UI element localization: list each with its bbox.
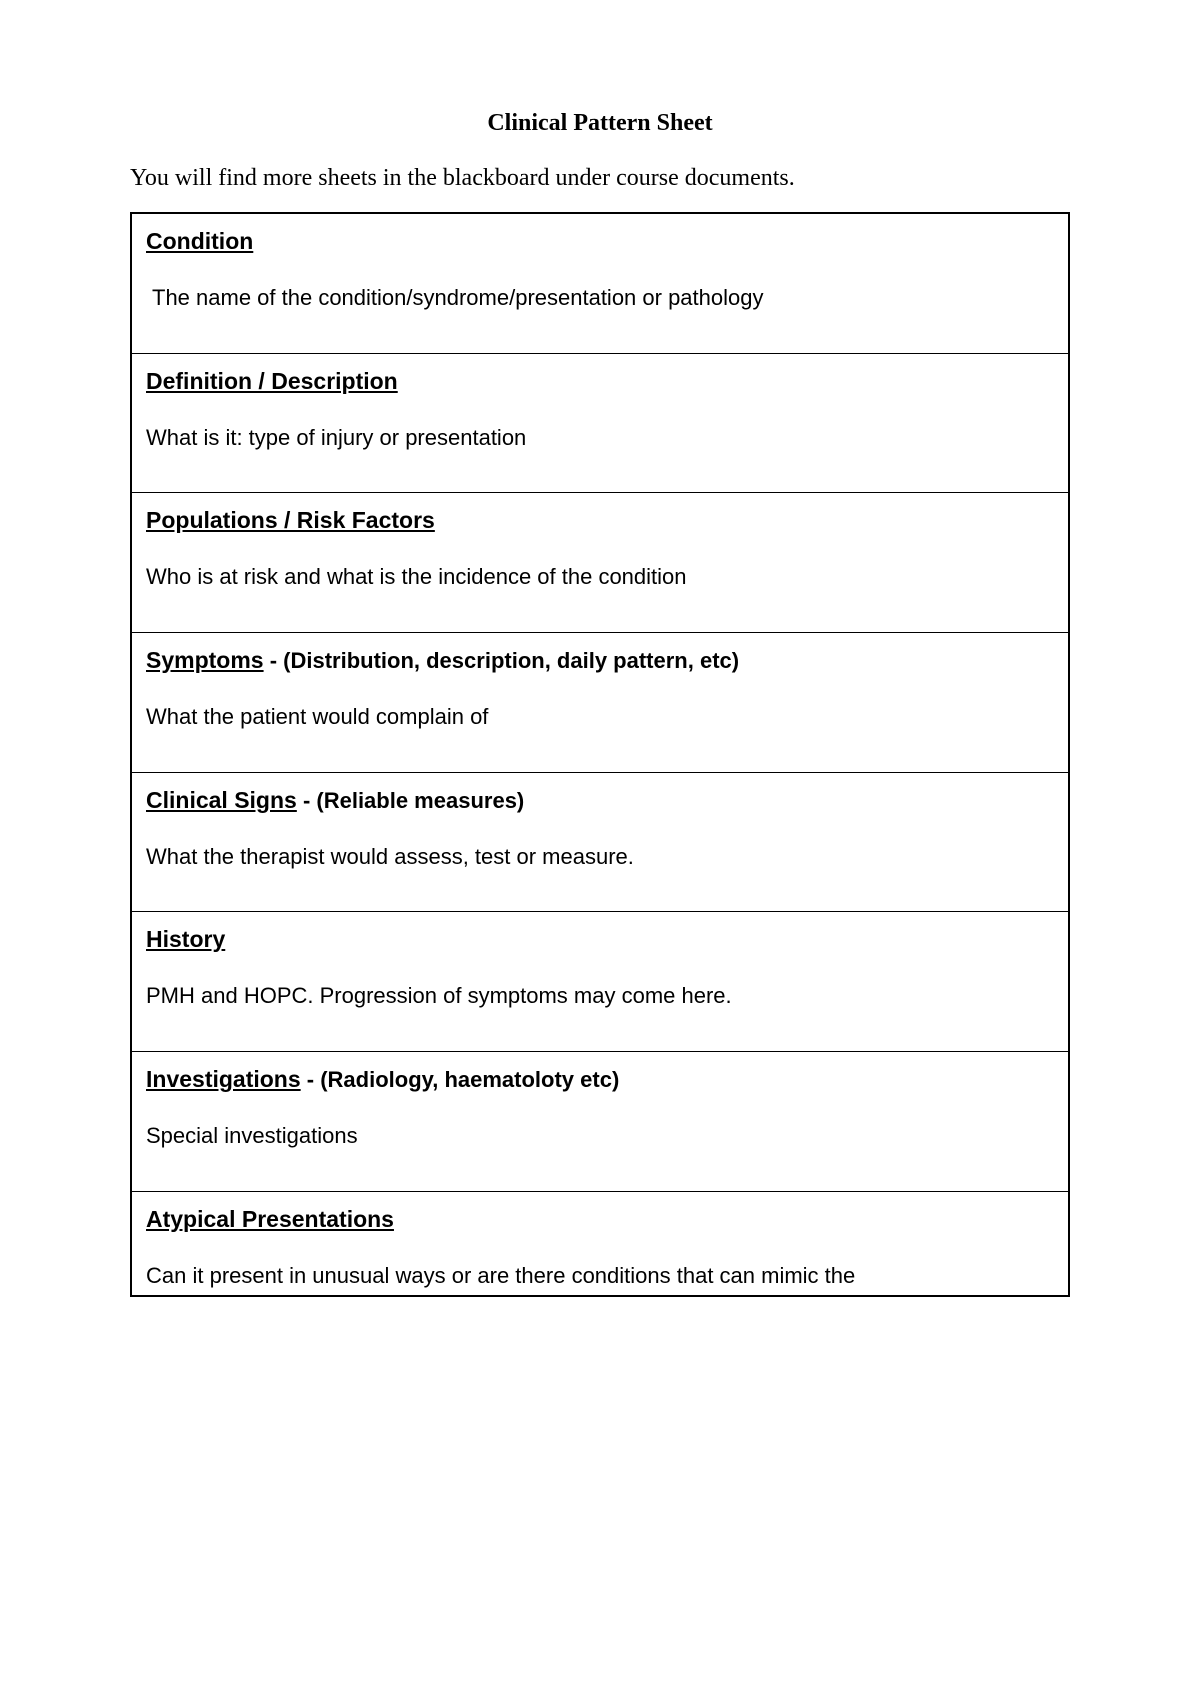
section-body: PMH and HOPC. Progression of symptoms ma… — [146, 981, 1054, 1011]
section-heading: Investigations — [146, 1066, 301, 1092]
table-row: Definition / Description What is it: typ… — [131, 353, 1069, 493]
section-suffix: - (Distribution, description, daily patt… — [264, 648, 739, 673]
section-body: Can it present in unusual ways or are th… — [146, 1261, 1054, 1291]
section-heading: Condition — [146, 228, 253, 254]
section-heading: Atypical Presentations — [146, 1206, 394, 1232]
section-body: What the patient would complain of — [146, 702, 1054, 732]
section-heading: Populations / Risk Factors — [146, 507, 435, 533]
section-condition: Condition The name of the condition/synd… — [131, 213, 1069, 353]
pattern-table: Condition The name of the condition/synd… — [130, 212, 1070, 1297]
section-heading: Clinical Signs — [146, 787, 297, 813]
section-atypical: Atypical Presentations Can it present in… — [131, 1191, 1069, 1295]
section-body: What the therapist would assess, test or… — [146, 842, 1054, 872]
table-row: Atypical Presentations Can it present in… — [131, 1191, 1069, 1295]
section-heading: Definition / Description — [146, 368, 398, 394]
section-history: History PMH and HOPC. Progression of sym… — [131, 912, 1069, 1052]
section-heading: History — [146, 926, 225, 952]
section-suffix: - (Radiology, haematoloty etc) — [301, 1067, 620, 1092]
section-symptoms: Symptoms - (Distribution, description, d… — [131, 633, 1069, 773]
section-body: Special investigations — [146, 1121, 1054, 1151]
table-row: Investigations - (Radiology, haematoloty… — [131, 1052, 1069, 1192]
section-body: The name of the condition/syndrome/prese… — [146, 283, 1054, 313]
section-populations: Populations / Risk Factors Who is at ris… — [131, 493, 1069, 633]
section-definition: Definition / Description What is it: typ… — [131, 353, 1069, 493]
intro-text: You will find more sheets in the blackbo… — [130, 165, 1070, 192]
section-heading: Symptoms — [146, 647, 264, 673]
section-clinical-signs: Clinical Signs - (Reliable measures) Wha… — [131, 772, 1069, 912]
section-suffix: - (Reliable measures) — [297, 788, 524, 813]
table-row: Symptoms - (Distribution, description, d… — [131, 633, 1069, 773]
table-row: Clinical Signs - (Reliable measures) Wha… — [131, 772, 1069, 912]
section-investigations: Investigations - (Radiology, haematoloty… — [131, 1052, 1069, 1192]
table-row: Condition The name of the condition/synd… — [131, 213, 1069, 353]
section-body: Who is at risk and what is the incidence… — [146, 562, 1054, 592]
page-title: Clinical Pattern Sheet — [130, 110, 1070, 137]
table-row: History PMH and HOPC. Progression of sym… — [131, 912, 1069, 1052]
section-body: What is it: type of injury or presentati… — [146, 423, 1054, 453]
table-row: Populations / Risk Factors Who is at ris… — [131, 493, 1069, 633]
